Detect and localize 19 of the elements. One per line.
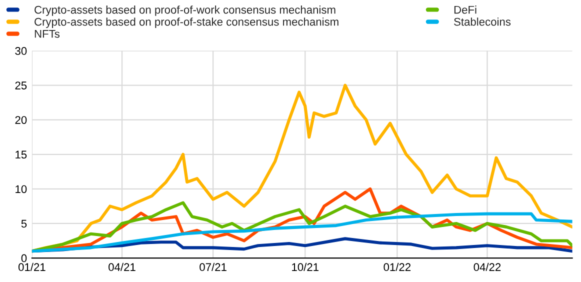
x-tick-label: 10/21 — [292, 262, 318, 272]
y-tick-label: 25 — [15, 82, 27, 90]
y-tick-label: 20 — [15, 116, 27, 124]
line-series — [32, 212, 572, 253]
x-tick-label: 01/22 — [384, 262, 411, 272]
y-tick-label: 5 — [21, 220, 27, 228]
legend-label: NFTs — [34, 30, 60, 38]
y-tick-label: 15 — [16, 150, 27, 159]
legend-label: Stablecoins — [454, 18, 511, 26]
y-tick-label: 0 — [21, 254, 27, 262]
legend-label: DeFi — [454, 6, 476, 14]
x-tick-label: 04/21 — [108, 262, 136, 272]
x-tick-label: 01/21 — [18, 262, 46, 272]
legend-label: Crypto-assets based on proof-of-work consensus mechanism — [34, 6, 336, 16]
x-tick-label: 07/21 — [200, 262, 226, 272]
x-tick-label: 04/22 — [474, 262, 501, 272]
y-tick-label: 30 — [15, 47, 27, 55]
y-tick-label: 10 — [16, 185, 27, 194]
legend-label: Crypto-assets based on proof-of-stake consensus mechanism — [34, 18, 338, 28]
